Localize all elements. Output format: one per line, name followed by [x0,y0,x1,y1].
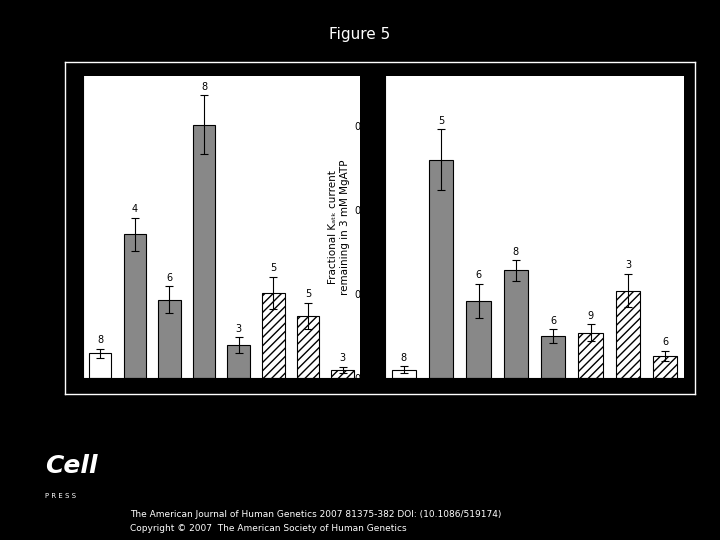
Text: Figure 5: Figure 5 [329,27,391,42]
Bar [392,369,416,378]
Text: 3: 3 [625,260,631,270]
Text: 5: 5 [305,289,311,299]
Bar [262,293,284,378]
Text: 3: 3 [235,323,242,334]
Text: A: A [33,55,45,70]
Text: 3: 3 [340,353,346,363]
Text: 8: 8 [401,353,407,363]
Bar [228,345,250,378]
Y-axis label: IC50 ATP inhibition (μM): IC50 ATP inhibition (μM) [40,165,50,289]
Text: Cell: Cell [45,454,97,478]
Text: 5: 5 [270,263,276,273]
Y-axis label: Fractional Kₐₜₖ current
remaining in 3 mM MgATP: Fractional Kₐₜₖ current remaining in 3 m… [328,159,350,294]
Text: 9: 9 [588,310,594,321]
Bar [616,291,640,378]
Bar [578,333,603,378]
Bar [297,316,319,378]
Text: B: B [331,55,343,70]
Text: 8: 8 [513,247,519,257]
Text: 8: 8 [97,335,103,345]
Bar [429,160,454,378]
Bar [158,300,181,378]
Text: 6: 6 [475,271,482,280]
Bar [653,356,678,378]
Text: Copyright © 2007  The American Society of Human Genetics: Copyright © 2007 The American Society of… [130,524,406,533]
Bar [467,301,491,378]
Bar [504,271,528,378]
Text: 5: 5 [438,116,444,126]
Text: 8: 8 [201,82,207,92]
Text: 6: 6 [550,316,557,326]
Bar [541,336,565,378]
Text: The American Journal of Human Genetics 2007 81375-382 DOI: (10.1086/519174): The American Journal of Human Genetics 2… [130,510,501,519]
Text: 6: 6 [662,338,668,348]
Text: 4: 4 [132,204,138,214]
Bar [331,370,354,378]
Bar [193,125,215,378]
Bar [124,234,146,378]
Text: P R E S S: P R E S S [45,494,76,500]
Text: 6: 6 [166,273,173,283]
Bar [89,354,112,378]
